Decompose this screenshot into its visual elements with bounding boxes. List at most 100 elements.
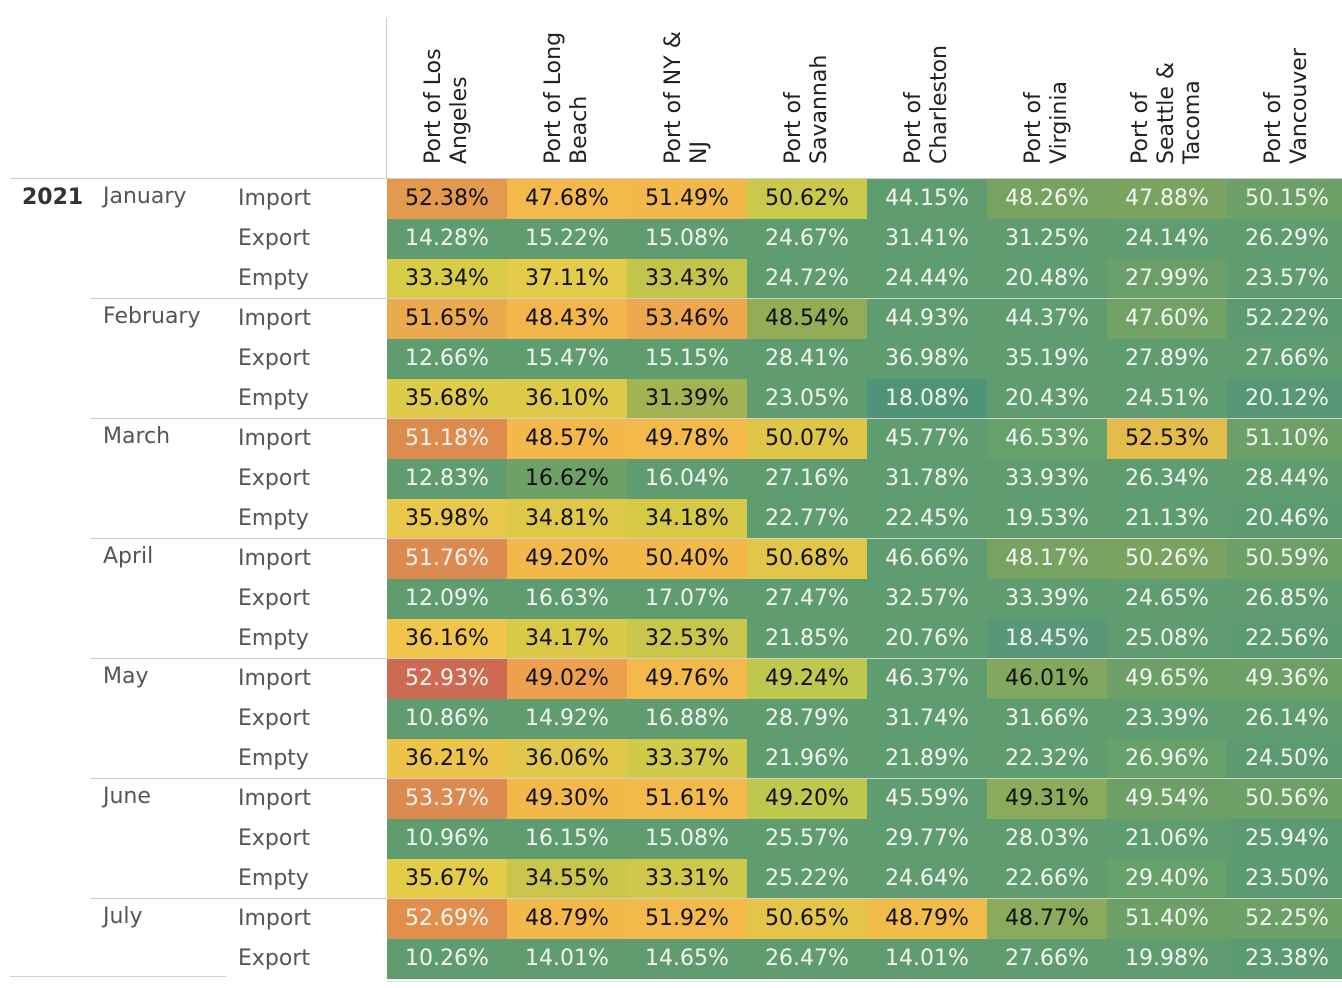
heatmap-cell: 34.81%: [507, 499, 627, 539]
heatmap-cell: 36.98%: [867, 339, 987, 379]
row-type-label: Export: [238, 226, 311, 251]
heatmap-cell: 46.53%: [987, 419, 1107, 459]
heatmap-cell: 48.79%: [867, 899, 987, 939]
heatmap-cell: 49.30%: [507, 779, 627, 819]
column-header-label: Port of Virginia: [1021, 81, 1072, 164]
heatmap-cell: 10.86%: [387, 699, 507, 739]
heatmap-cell: 44.37%: [987, 299, 1107, 339]
heatmap-cell: 23.50%: [1227, 859, 1342, 899]
heatmap-cell: 26.34%: [1107, 459, 1227, 499]
column-header-label: Port of Seattle & Tacoma: [1128, 61, 1205, 164]
heatmap-cell: 16.63%: [507, 579, 627, 619]
heatmap-cell: 21.89%: [867, 739, 987, 779]
row-type-label: Export: [238, 946, 311, 971]
heatmap-cell: 48.77%: [987, 899, 1107, 939]
row-type-label: Import: [238, 786, 312, 811]
heatmap-cell: 29.40%: [1107, 859, 1227, 899]
heatmap-cell: 28.03%: [987, 819, 1107, 859]
heatmap-cell: 26.29%: [1227, 219, 1342, 259]
heatmap-cell: 52.69%: [387, 899, 507, 939]
month-label: March: [103, 424, 171, 449]
month-separator: [90, 658, 1342, 659]
row-type-label: Empty: [238, 746, 309, 771]
heatmap-cell: 26.85%: [1227, 579, 1342, 619]
heatmap-cell: 21.96%: [747, 739, 867, 779]
column-header-label: Port of Charleston: [901, 45, 952, 164]
bottom-rule: [10, 976, 226, 977]
column-header-label: Port of Savannah: [781, 54, 832, 164]
month-label: July: [103, 904, 143, 929]
heatmap-cell: 14.01%: [867, 939, 987, 979]
heatmap-cell: 33.43%: [627, 259, 747, 299]
heatmap-cell: 23.39%: [1107, 699, 1227, 739]
heatmap-cell: 24.65%: [1107, 579, 1227, 619]
heatmap-cell: 14.65%: [627, 939, 747, 979]
heatmap-cell: 53.37%: [387, 779, 507, 819]
heatmap-cell: 36.16%: [387, 619, 507, 659]
row-type-label: Empty: [238, 386, 309, 411]
heatmap-cell: 50.68%: [747, 539, 867, 579]
heatmap-cell: 16.88%: [627, 699, 747, 739]
heatmap-cell: 12.09%: [387, 579, 507, 619]
heatmap-cell: 36.10%: [507, 379, 627, 419]
heatmap-cell: 15.08%: [627, 219, 747, 259]
header-separator: [10, 178, 1342, 179]
row-type-label: Import: [238, 666, 312, 691]
column-header-label: Port of NY & NJ: [661, 31, 712, 164]
heatmap-cell: 20.46%: [1227, 499, 1342, 539]
month-separator: [90, 538, 1342, 539]
heatmap-cell: 22.77%: [747, 499, 867, 539]
column-header: Port of Los Angeles: [387, 0, 507, 178]
column-header: Port of Savannah: [747, 0, 867, 178]
heatmap-cell: 27.66%: [987, 939, 1107, 979]
month-label: June: [103, 784, 151, 809]
heatmap-cell: 35.67%: [387, 859, 507, 899]
bottom-rule: [387, 981, 1342, 982]
heatmap-cell: 53.46%: [627, 299, 747, 339]
heatmap-cell: 33.39%: [987, 579, 1107, 619]
heatmap-cell: 15.47%: [507, 339, 627, 379]
heatmap-cell: 50.65%: [747, 899, 867, 939]
heatmap-cell: 44.15%: [867, 179, 987, 219]
heatmap-cell: 52.25%: [1227, 899, 1342, 939]
row-type-label: Empty: [238, 626, 309, 651]
heatmap-cell: 25.94%: [1227, 819, 1342, 859]
heatmap-cell: 23.38%: [1227, 939, 1342, 979]
heatmap-cell: 48.43%: [507, 299, 627, 339]
column-header: Port of Virginia: [987, 0, 1107, 178]
heatmap-cell: 22.66%: [987, 859, 1107, 899]
row-type-label: Import: [238, 906, 312, 931]
heatmap-cell: 20.43%: [987, 379, 1107, 419]
heatmap-cell: 15.22%: [507, 219, 627, 259]
heatmap-cell: 49.65%: [1107, 659, 1227, 699]
heatmap-cell: 27.16%: [747, 459, 867, 499]
heatmap-cell: 32.57%: [867, 579, 987, 619]
heatmap-cell: 52.53%: [1107, 419, 1227, 459]
heatmap-cell: 32.53%: [627, 619, 747, 659]
heatmap-cell: 49.36%: [1227, 659, 1342, 699]
heatmap-cell: 48.54%: [747, 299, 867, 339]
row-type-label: Export: [238, 706, 311, 731]
month-label: May: [103, 664, 149, 689]
heatmap-cell: 51.40%: [1107, 899, 1227, 939]
heatmap-cell: 14.01%: [507, 939, 627, 979]
row-type-label: Export: [238, 346, 311, 371]
heatmap-cell: 24.67%: [747, 219, 867, 259]
heatmap-cell: 15.15%: [627, 339, 747, 379]
heatmap-cell: 50.40%: [627, 539, 747, 579]
heatmap-cell: 31.39%: [627, 379, 747, 419]
header-divider: [386, 18, 387, 179]
column-header: Port of Seattle & Tacoma: [1107, 0, 1227, 178]
heatmap-cell: 10.26%: [387, 939, 507, 979]
heatmap-cell: 46.37%: [867, 659, 987, 699]
heatmap-cell: 50.15%: [1227, 179, 1342, 219]
heatmap-cell: 31.25%: [987, 219, 1107, 259]
heatmap-cell: 23.05%: [747, 379, 867, 419]
heatmap-cell: 45.59%: [867, 779, 987, 819]
heatmap-cell: 19.53%: [987, 499, 1107, 539]
heatmap-cell: 18.08%: [867, 379, 987, 419]
row-type-label: Export: [238, 826, 311, 851]
month-label: April: [103, 544, 154, 569]
year-label: 2021: [22, 185, 84, 210]
row-type-label: Export: [238, 586, 311, 611]
